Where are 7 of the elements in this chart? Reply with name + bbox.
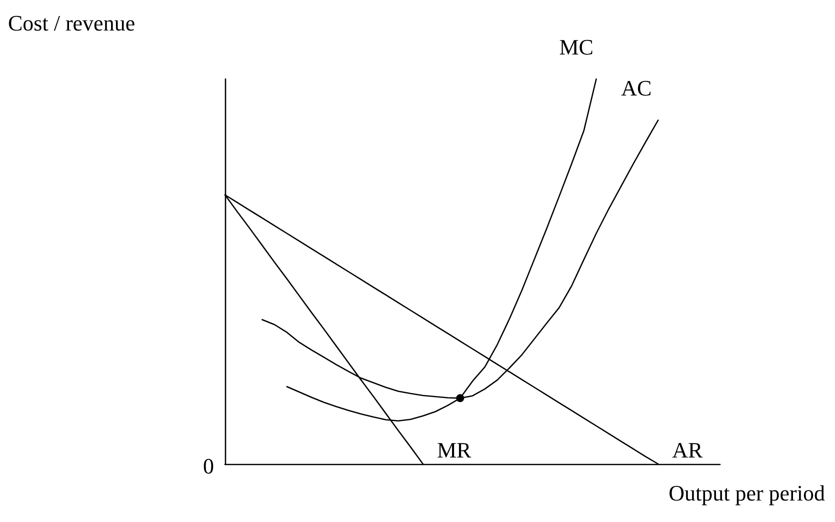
series-label: MR <box>437 438 472 462</box>
y-axis-title: Cost / revenue <box>8 10 136 36</box>
series-label: AC <box>621 76 652 101</box>
text: 0 <box>203 454 214 478</box>
series-label: AR <box>672 438 704 462</box>
series-label: MC <box>559 34 594 60</box>
x-axis-title: Output per period <box>668 480 825 506</box>
